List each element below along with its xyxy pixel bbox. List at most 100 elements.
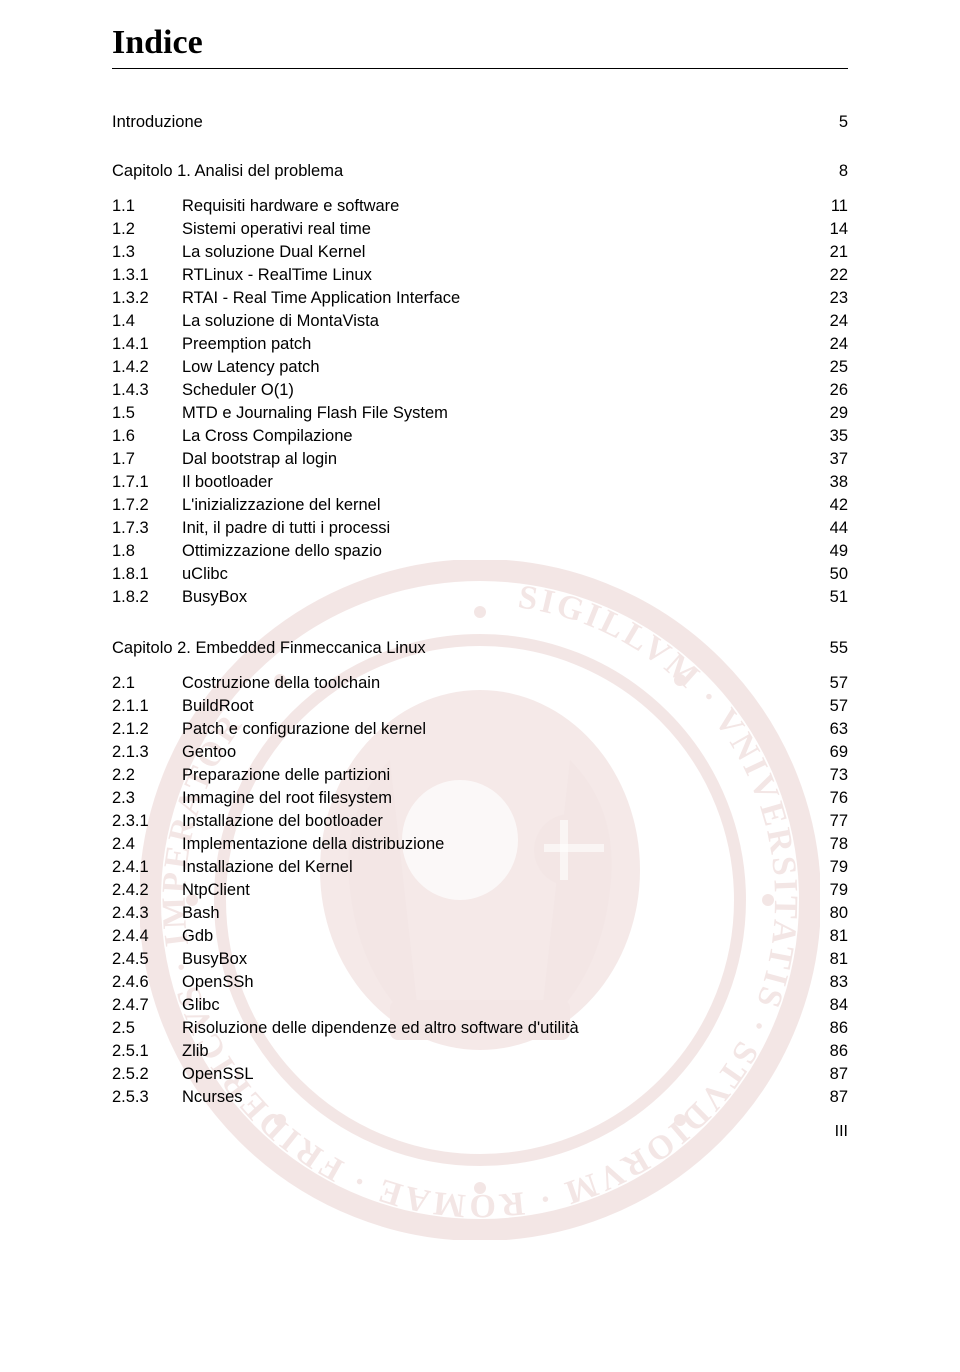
toc-row-number: 2.4.4: [112, 925, 182, 948]
toc-row-label: BuildRoot: [182, 695, 788, 718]
toc-row-number: 2.5.2: [112, 1063, 182, 1086]
toc-intro-label: Introduzione: [112, 113, 203, 132]
toc-row-page: 23: [788, 287, 848, 310]
toc-row-page: 57: [788, 695, 848, 718]
toc-row-number: 2.3.1: [112, 810, 182, 833]
toc-row: 1.3.1RTLinux - RealTime Linux22: [112, 264, 848, 287]
toc-row-number: 2.4: [112, 833, 182, 856]
toc-row-number: 2.4.3: [112, 902, 182, 925]
toc-row-label: Preemption patch: [182, 333, 788, 356]
toc-row-label: Dal bootstrap al login: [182, 448, 788, 471]
toc-row-page: 78: [788, 833, 848, 856]
toc-row-page: 44: [788, 517, 848, 540]
toc-row-number: 1.6: [112, 425, 182, 448]
toc-row: 1.8.1uClibc50: [112, 563, 848, 586]
toc-row-number: 2.4.2: [112, 879, 182, 902]
toc-chapter1-label: Capitolo 1. Analisi del problema: [112, 162, 343, 181]
toc-row-number: 1.8: [112, 540, 182, 563]
toc-row-page: 81: [788, 925, 848, 948]
toc-row-label: Risoluzione delle dipendenze ed altro so…: [182, 1017, 788, 1040]
toc-row-label: BusyBox: [182, 948, 788, 971]
toc-row-number: 1.8.2: [112, 586, 182, 609]
toc-row-number: 2.5: [112, 1017, 182, 1040]
toc-row-label: Preparazione delle partizioni: [182, 764, 788, 787]
toc-row-label: Requisiti hardware e software: [182, 195, 788, 218]
toc-row: 1.8.2BusyBox51: [112, 586, 848, 609]
toc-row-page: 49: [788, 540, 848, 563]
toc-row-number: 2.2: [112, 764, 182, 787]
toc-row: 1.3La soluzione Dual Kernel21: [112, 241, 848, 264]
toc-row: 2.4.4Gdb81: [112, 925, 848, 948]
toc-row-label: Glibc: [182, 994, 788, 1017]
toc-row-page: 80: [788, 902, 848, 925]
toc-row: 2.4.1Installazione del Kernel79: [112, 856, 848, 879]
toc-row-number: 1.7.1: [112, 471, 182, 494]
toc-row-label: Implementazione della distribuzione: [182, 833, 788, 856]
toc-row: 2.1.1BuildRoot57: [112, 695, 848, 718]
toc-row: 2.4.3Bash80: [112, 902, 848, 925]
toc-row-page: 83: [788, 971, 848, 994]
toc-row-label: Ottimizzazione dello spazio: [182, 540, 788, 563]
toc-row-number: 2.4.5: [112, 948, 182, 971]
toc-row-label: MTD e Journaling Flash File System: [182, 402, 788, 425]
toc-row-page: 35: [788, 425, 848, 448]
toc-row-page: 37: [788, 448, 848, 471]
toc-row: 1.4La soluzione di MontaVista24: [112, 310, 848, 333]
toc-intro: Introduzione 5: [112, 113, 848, 132]
toc-row-label: RTAI - Real Time Application Interface: [182, 287, 788, 310]
toc-chapter2-page: 55: [830, 639, 848, 658]
toc-row-number: 2.1.1: [112, 695, 182, 718]
toc-row: 1.6La Cross Compilazione35: [112, 425, 848, 448]
toc-row-page: 63: [788, 718, 848, 741]
toc-row-page: 24: [788, 310, 848, 333]
toc-row: 2.4.7Glibc84: [112, 994, 848, 1017]
toc-row-label: BusyBox: [182, 586, 788, 609]
toc-row-label: Gentoo: [182, 741, 788, 764]
toc-row-page: 73: [788, 764, 848, 787]
toc-row: 2.1.3Gentoo69: [112, 741, 848, 764]
toc-row: 1.1Requisiti hardware e software11: [112, 195, 848, 218]
toc-row: 2.4.6OpenSSh83: [112, 971, 848, 994]
toc-row-number: 1.4: [112, 310, 182, 333]
toc-row-label: OpenSSh: [182, 971, 788, 994]
page-title: Indice: [112, 24, 848, 62]
toc-chapter1-heading: Capitolo 1. Analisi del problema 8: [112, 162, 848, 181]
toc-row-number: 2.4.6: [112, 971, 182, 994]
toc-row-page: 22: [788, 264, 848, 287]
toc-row: 2.3.1Installazione del bootloader77: [112, 810, 848, 833]
toc-row: 2.3Immagine del root filesystem76: [112, 787, 848, 810]
toc-row-label: Scheduler O(1): [182, 379, 788, 402]
toc-row-page: 86: [788, 1017, 848, 1040]
toc-row-page: 24: [788, 333, 848, 356]
toc-row-label: La soluzione Dual Kernel: [182, 241, 788, 264]
toc-row-label: La Cross Compilazione: [182, 425, 788, 448]
toc-row: 2.4.5BusyBox81: [112, 948, 848, 971]
page: SIGILLVM · VNIVERSITATIS · STVDIORVM · R…: [0, 0, 960, 1169]
toc-row: 2.5Risoluzione delle dipendenze ed altro…: [112, 1017, 848, 1040]
toc-row-number: 1.3: [112, 241, 182, 264]
toc-row: 2.4Implementazione della distribuzione78: [112, 833, 848, 856]
toc-row-page: 87: [788, 1063, 848, 1086]
toc-row: 2.5.2OpenSSL87: [112, 1063, 848, 1086]
toc-row: 2.5.1Zlib86: [112, 1040, 848, 1063]
toc-row-page: 76: [788, 787, 848, 810]
toc-row: 2.1Costruzione della toolchain57: [112, 672, 848, 695]
toc-chapter2-table: 2.1Costruzione della toolchain572.1.1Bui…: [112, 672, 848, 1109]
toc-row-page: 79: [788, 879, 848, 902]
toc-row-label: L'inizializzazione del kernel: [182, 494, 788, 517]
toc-row-page: 87: [788, 1086, 848, 1109]
toc-row-label: uClibc: [182, 563, 788, 586]
toc-row-label: Sistemi operativi real time: [182, 218, 788, 241]
toc-row-number: 1.4.2: [112, 356, 182, 379]
toc-row-label: NtpClient: [182, 879, 788, 902]
toc-row: 1.7Dal bootstrap al login37: [112, 448, 848, 471]
toc-row: 2.5.3Ncurses87: [112, 1086, 848, 1109]
toc-chapter1-page: 8: [839, 162, 848, 181]
toc-row-page: 79: [788, 856, 848, 879]
toc-row: 2.4.2NtpClient79: [112, 879, 848, 902]
toc-chapter2-label: Capitolo 2. Embedded Finmeccanica Linux: [112, 639, 426, 658]
toc-intro-page: 5: [839, 113, 848, 132]
toc-row-page: 81: [788, 948, 848, 971]
toc-row-page: 38: [788, 471, 848, 494]
toc-chapter2-heading: Capitolo 2. Embedded Finmeccanica Linux …: [112, 639, 848, 658]
